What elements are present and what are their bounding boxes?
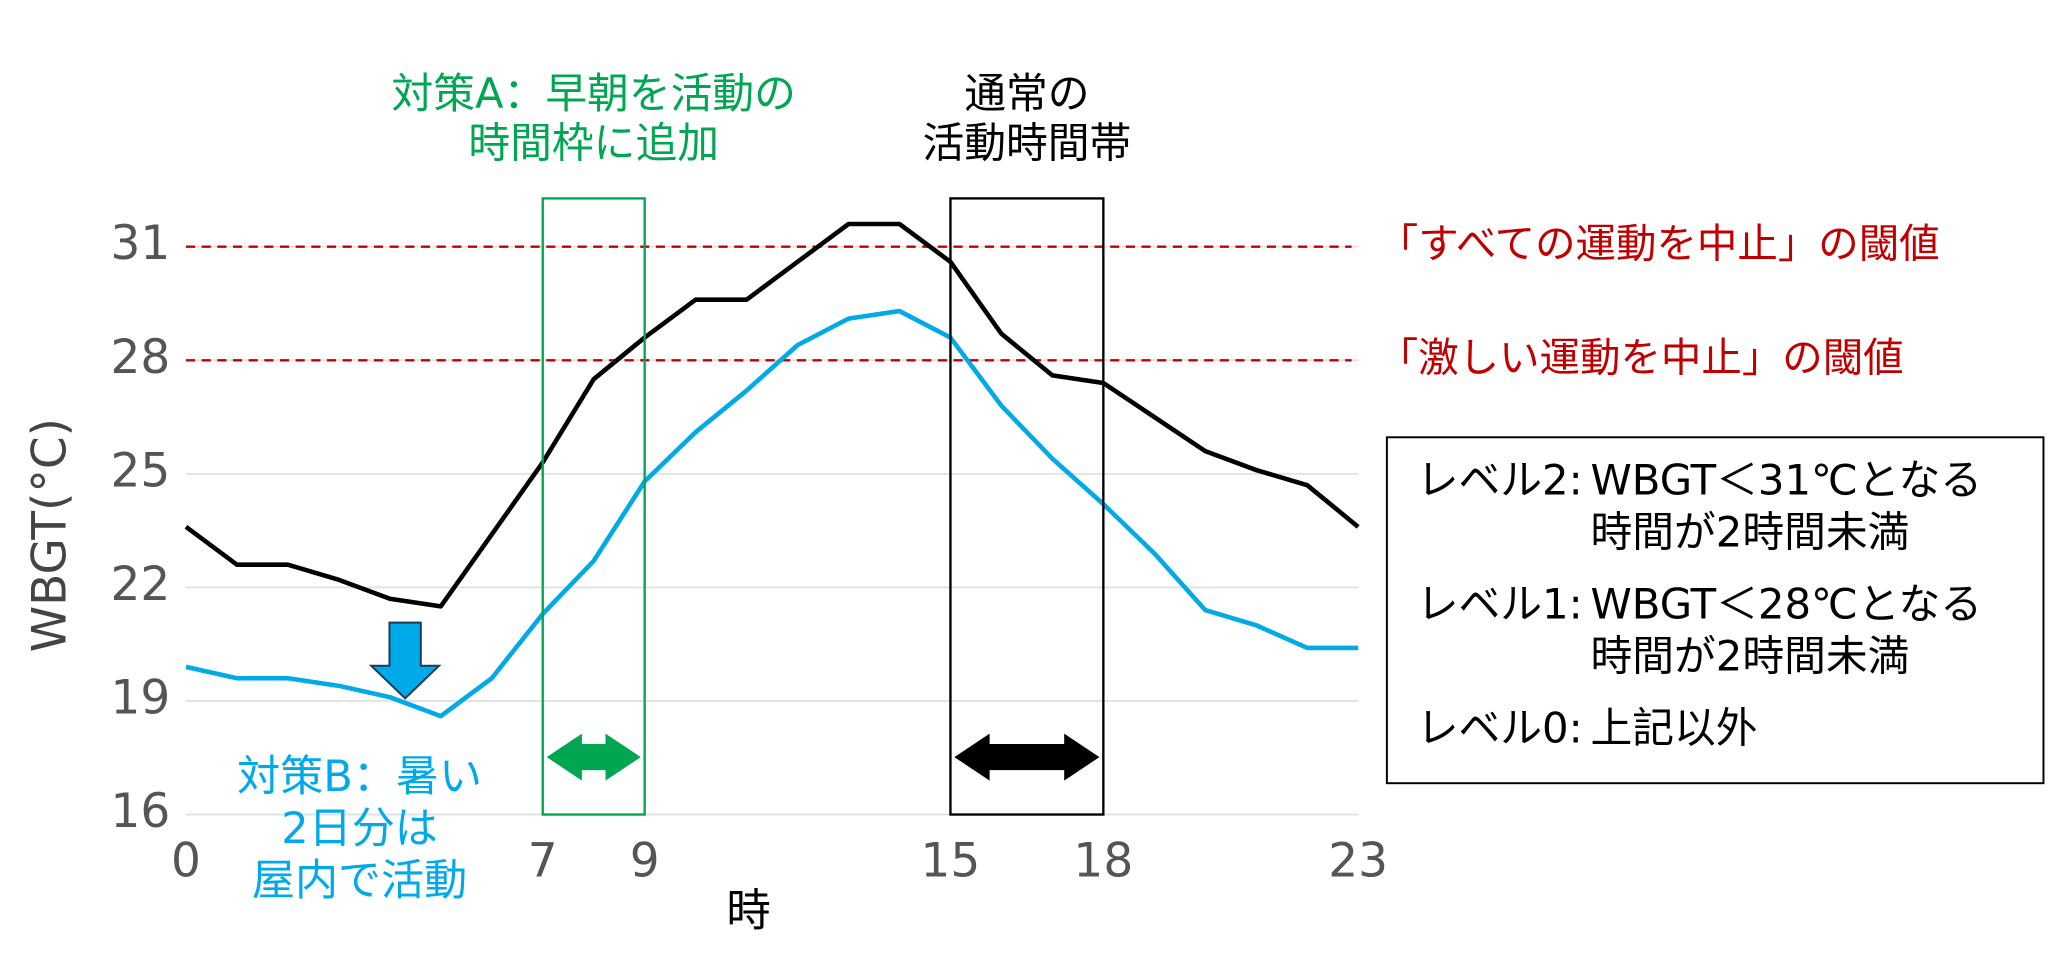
span-box xyxy=(949,197,1105,816)
y-axis-label: WBGT(°C) xyxy=(22,418,77,652)
span-label: 通常の xyxy=(964,69,1089,118)
x-tick-label: 18 xyxy=(1073,834,1133,889)
x-tick-label: 23 xyxy=(1328,834,1388,889)
threshold-label: 「すべての運動を中止」の閾値 xyxy=(1378,220,1940,268)
note-label: 2日分は xyxy=(281,804,438,854)
x-tick-label: 9 xyxy=(630,834,660,889)
y-tick-label: 22 xyxy=(111,557,171,612)
note-label: 対策B：暑い xyxy=(237,752,482,802)
x-axis-label: 時 xyxy=(726,886,770,937)
y-tick-label: 16 xyxy=(111,784,171,839)
level-text: WBGT＜28℃となる xyxy=(1591,579,1982,628)
span-label: 活動時間帯 xyxy=(922,119,1131,168)
threshold-label: 「激しい運動を中止」の閾値 xyxy=(1378,333,1904,381)
level-text: WBGT＜31℃となる xyxy=(1591,455,1982,504)
series-line xyxy=(185,308,1359,719)
level-name: レベル2: xyxy=(1417,455,1583,504)
down-arrow xyxy=(368,621,442,700)
level-text: 時間が2時間未満 xyxy=(1591,632,1910,681)
x-tick-label: 15 xyxy=(921,834,981,889)
span-arrow xyxy=(954,733,1100,781)
y-tick-label: 31 xyxy=(111,216,171,271)
level-name: レベル1: xyxy=(1417,579,1583,628)
note-label: 屋内で活動 xyxy=(252,856,467,906)
level-box xyxy=(1385,436,2045,785)
span-box xyxy=(541,197,646,816)
y-tick-label: 28 xyxy=(111,330,171,385)
span-arrow xyxy=(546,733,641,781)
span-label: 時間枠に追加 xyxy=(468,119,719,168)
level-text: 上記以外 xyxy=(1591,703,1758,752)
level-text: 時間が2時間未満 xyxy=(1591,508,1910,557)
y-tick-label: 25 xyxy=(111,443,171,498)
x-tick-label: 7 xyxy=(528,834,558,889)
x-tick-label: 0 xyxy=(171,834,201,889)
series-line xyxy=(184,221,1360,609)
y-tick-label: 19 xyxy=(111,670,171,725)
level-name: レベル0: xyxy=(1417,703,1583,752)
span-label: 対策A：早朝を活動の xyxy=(391,69,795,118)
